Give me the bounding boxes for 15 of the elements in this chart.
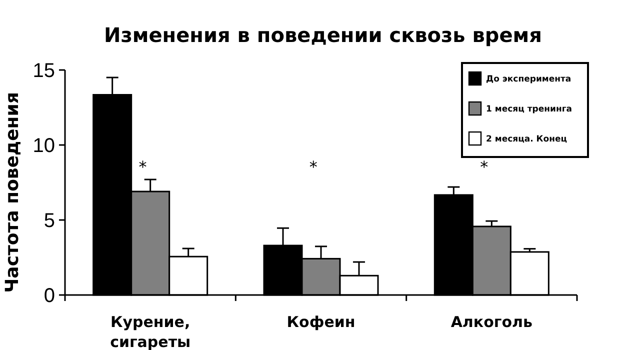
y-tick-label: 5	[44, 210, 55, 232]
y-tick-label: 10	[32, 135, 55, 157]
x-tick-label: Кофеин	[286, 313, 356, 331]
legend-label: 1 месяц тренинга	[486, 104, 572, 114]
y-tick-label: 0	[44, 285, 55, 307]
chart-title: Изменения в поведении сквозь время	[104, 23, 542, 47]
legend-label: 2 месяца. Конец	[486, 134, 568, 144]
y-tick-label: 15	[32, 60, 55, 82]
x-tick-label: Алкоголь	[450, 313, 533, 331]
annotation: *	[480, 158, 488, 177]
annotation: *	[138, 158, 147, 177]
legend-label: До эксперимента	[486, 74, 572, 84]
y-axis-title: Частота поведения	[2, 92, 23, 293]
x-tick-label: Курение, сигареты	[110, 313, 191, 350]
annotation: *	[309, 158, 318, 177]
